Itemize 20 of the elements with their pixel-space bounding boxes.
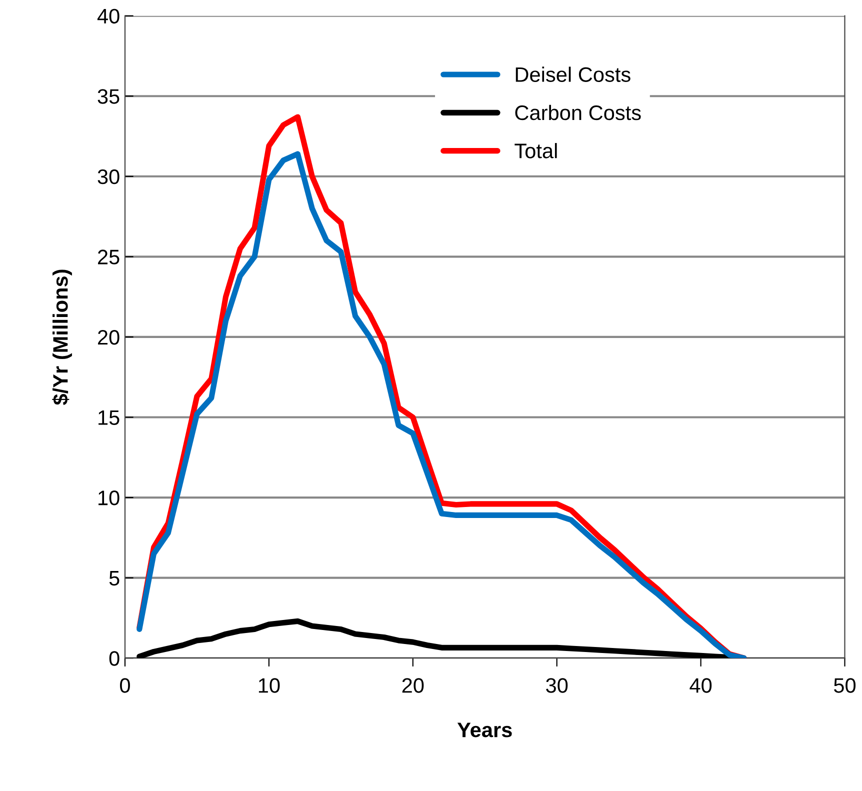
y-tick-label: 35 xyxy=(98,89,120,104)
legend-label: Deisel Costs xyxy=(516,66,630,82)
y-tick-label: 20 xyxy=(98,330,120,345)
x-tick-label: 0 xyxy=(120,678,130,693)
y-tick-label: 5 xyxy=(109,571,120,586)
x-tick-label: 30 xyxy=(546,678,568,693)
y-tick-label: 15 xyxy=(98,410,120,426)
x-tick-label: 10 xyxy=(258,678,280,693)
y-tick-label: 0 xyxy=(109,651,120,666)
y-tick-label: 10 xyxy=(98,490,120,506)
y-tick-label: 30 xyxy=(98,169,120,184)
x-tick-label: 40 xyxy=(690,678,712,693)
y-axis-title: $/Yr (Millions) xyxy=(52,270,72,405)
legend-label: Carbon Costs xyxy=(515,104,641,120)
y-tick-label: 40 xyxy=(97,8,120,24)
x-tick-label: 50 xyxy=(834,678,856,693)
x-tick-label: 20 xyxy=(402,678,424,693)
x-axis-title: Years xyxy=(457,722,512,738)
legend-label: Total xyxy=(514,143,557,158)
y-tick-label: 25 xyxy=(98,250,120,264)
